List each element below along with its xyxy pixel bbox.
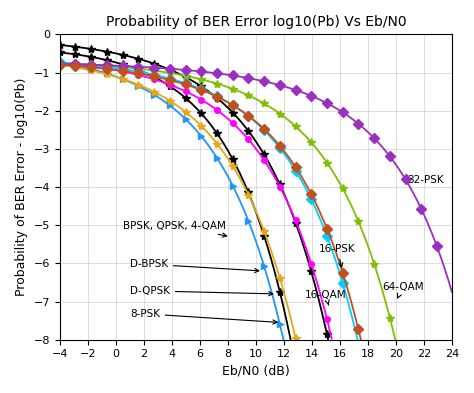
Text: D-QPSK: D-QPSK (130, 286, 273, 296)
Title: Probability of BER Error log10(Pb) Vs Eb/N0: Probability of BER Error log10(Pb) Vs Eb… (106, 15, 406, 29)
Text: 16-PSK: 16-PSK (319, 244, 356, 267)
Y-axis label: Probability of BER Error - log10(Pb): Probability of BER Error - log10(Pb) (15, 78, 28, 296)
X-axis label: Eb/N0 (dB): Eb/N0 (dB) (222, 365, 290, 378)
Text: 8-PSK: 8-PSK (130, 309, 277, 324)
Text: 64-QAM: 64-QAM (382, 282, 423, 298)
Text: BPSK, QPSK, 4-QAM: BPSK, QPSK, 4-QAM (123, 221, 227, 237)
Text: D-BPSK: D-BPSK (130, 259, 259, 273)
Text: 32-PSK: 32-PSK (407, 175, 444, 185)
Text: 16-QAM: 16-QAM (305, 290, 346, 305)
